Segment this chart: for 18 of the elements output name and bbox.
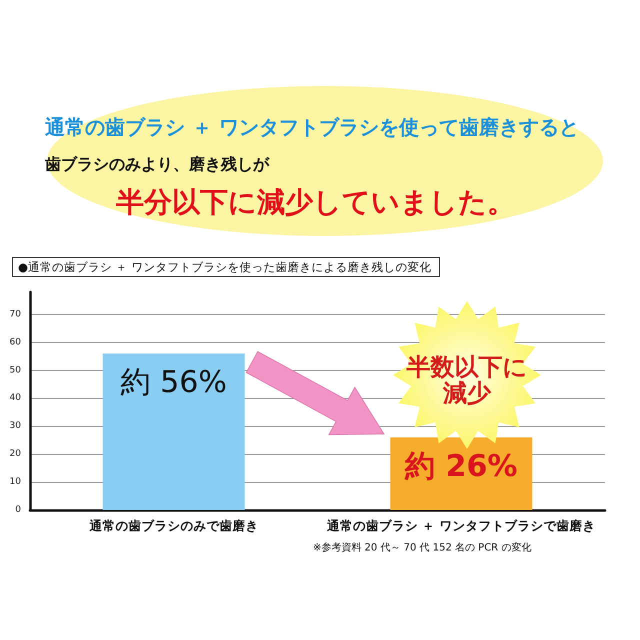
text: 半分以下に減少していました。	[115, 186, 515, 218]
y-tick-label: 70	[10, 309, 22, 320]
data-label: 約 56%	[120, 364, 227, 400]
text: 通常の歯ブラシ ＋ ワンタフトブラシを使って歯磨きすると	[44, 115, 579, 139]
y-tick-label: 10	[10, 477, 22, 488]
y-tick-label: 0	[15, 505, 22, 515]
text: 歯ブラシのみより、磨き残しが	[44, 154, 270, 174]
y-tick-label: 40	[10, 393, 22, 404]
annotation: 半数以下に減少	[406, 353, 528, 407]
chart-title: ●通常の歯ブラシ ＋ ワンタフトブラシを使った歯磨きによる磨き残しの変化	[18, 260, 432, 274]
x-tick-label: 通常の歯ブラシのみで歯磨き	[88, 518, 258, 533]
y-tick-label: 30	[10, 421, 22, 432]
text: ※参考資料 20 代～ 70 代 152 名の PCR の変化	[313, 542, 532, 554]
data-label: 約 26%	[404, 448, 518, 484]
x-tick-label: 通常の歯ブラシ ＋ ワンタフトブラシで歯磨き	[326, 518, 596, 533]
y-tick-label: 50	[10, 365, 22, 376]
y-tick-label: 20	[10, 449, 22, 460]
y-tick-label: 60	[10, 337, 22, 348]
